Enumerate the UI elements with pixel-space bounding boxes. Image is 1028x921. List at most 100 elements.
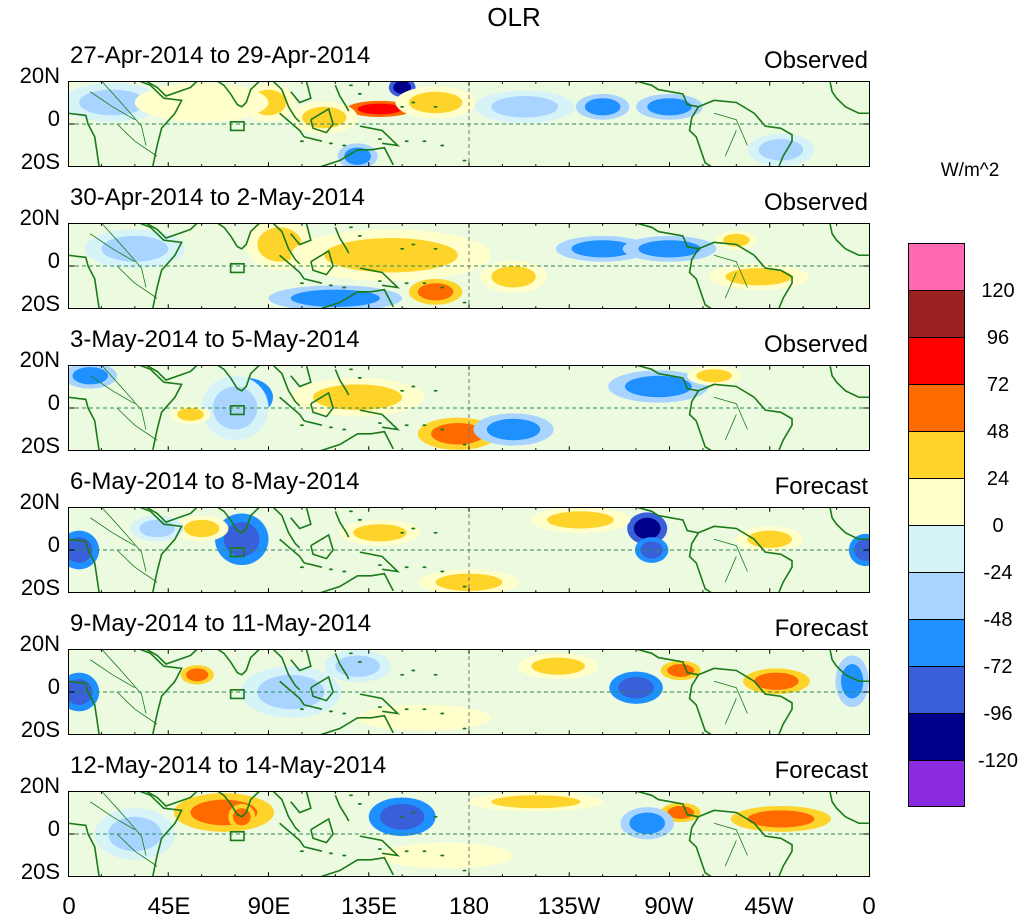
coastline: [698, 242, 792, 309]
lon-tick-0-end: 0: [862, 893, 876, 920]
border-line: [101, 223, 146, 288]
coastline: [146, 365, 197, 380]
island: [411, 385, 416, 388]
coastline: [280, 823, 305, 847]
legend-swatch: [908, 243, 965, 290]
border-line: [117, 692, 157, 724]
anomaly-core: [290, 289, 380, 307]
lat-label-20n: 20N: [19, 63, 60, 88]
island: [462, 869, 467, 872]
anomaly-core: [633, 517, 661, 540]
coastline: [304, 847, 322, 851]
anomaly-core: [747, 810, 815, 828]
lon-tick-90e: 90E: [247, 893, 291, 920]
coastline: [217, 81, 259, 107]
island: [411, 243, 416, 246]
legend-label: 96: [986, 327, 1010, 349]
panel-type-label: Observed: [763, 47, 868, 74]
coastline: [304, 421, 322, 425]
anomaly-core: [183, 519, 220, 538]
island: [348, 226, 353, 229]
island: [342, 144, 347, 147]
island: [433, 105, 438, 108]
border-line: [101, 649, 146, 714]
anomaly-core: [491, 96, 559, 118]
coastline: [217, 649, 259, 675]
island: [422, 566, 427, 569]
island: [348, 368, 353, 371]
legend-label: -48: [983, 609, 1013, 631]
coastline: [139, 649, 181, 735]
anomaly-core: [212, 386, 258, 430]
anomaly-core: [667, 664, 695, 677]
border-line: [101, 507, 146, 572]
island: [411, 527, 416, 530]
coastline: [68, 539, 99, 593]
island: [462, 727, 467, 730]
island: [348, 510, 353, 513]
coastline: [304, 563, 322, 567]
panel-date-range: 30-Apr-2014 to 2-May-2014: [70, 184, 365, 211]
border-line: [725, 272, 736, 298]
anomaly-core: [335, 655, 380, 677]
lat-label-0: 0: [47, 390, 60, 415]
island: [462, 443, 467, 446]
border-line: [714, 113, 747, 145]
coastline: [146, 507, 197, 522]
island: [440, 428, 445, 431]
olr-map: [68, 791, 870, 877]
legend-label: 0: [992, 515, 1004, 537]
island: [357, 376, 362, 379]
anomaly-core: [393, 81, 412, 94]
lat-label-20n: 20N: [19, 347, 60, 372]
coastline: [273, 223, 300, 264]
panel-date-range: 6-May-2014 to 8-May-2014: [70, 468, 360, 495]
border-line: [725, 840, 736, 866]
island: [299, 424, 304, 427]
lat-label-0: 0: [47, 248, 60, 273]
coastline: [690, 249, 712, 309]
border-line: [725, 130, 736, 156]
lat-label-0: 0: [47, 106, 60, 131]
lon-tick-45e: 45E: [147, 893, 191, 920]
olr-map: [68, 365, 870, 451]
island: [328, 852, 333, 855]
lat-label-0: 0: [47, 674, 60, 699]
island: [400, 389, 405, 392]
coastline: [291, 223, 311, 245]
anomaly-core: [139, 519, 175, 538]
coastline: [68, 681, 99, 735]
anomaly-core: [629, 812, 666, 834]
coastline: [320, 148, 394, 167]
island: [377, 848, 382, 851]
coastline: [360, 836, 398, 855]
coastline: [690, 675, 712, 735]
map-panel-3: 3-May-2014 to 5-May-2014 Observed 20N 0 …: [0, 326, 900, 471]
coastline: [68, 823, 99, 877]
island: [411, 811, 416, 814]
anomaly-core: [754, 672, 799, 690]
border-line: [90, 660, 135, 688]
map-panel-1: 27-Apr-2014 to 29-Apr-2014 Observed 20N …: [0, 42, 900, 187]
anomaly-core: [79, 89, 146, 116]
panel-type-label: Forecast: [774, 473, 868, 500]
island: [440, 712, 445, 715]
legend-label: -72: [983, 656, 1013, 678]
island: [404, 282, 409, 285]
anomaly-core: [638, 240, 701, 258]
coastline: [830, 81, 870, 113]
border-line: [90, 234, 135, 262]
anomaly-core: [491, 795, 581, 809]
border-line: [101, 81, 146, 146]
coastline: [146, 81, 197, 96]
island: [400, 815, 405, 818]
island: [342, 712, 347, 715]
panel-type-label: Forecast: [774, 615, 868, 642]
lat-label-20s: 20S: [20, 149, 60, 174]
coastline: [280, 539, 305, 563]
island: [462, 585, 467, 588]
coastline: [698, 526, 792, 593]
island: [422, 708, 427, 711]
map-panels: 27-Apr-2014 to 29-Apr-2014 Observed 20N …: [0, 42, 900, 884]
anomaly-core: [841, 664, 864, 699]
